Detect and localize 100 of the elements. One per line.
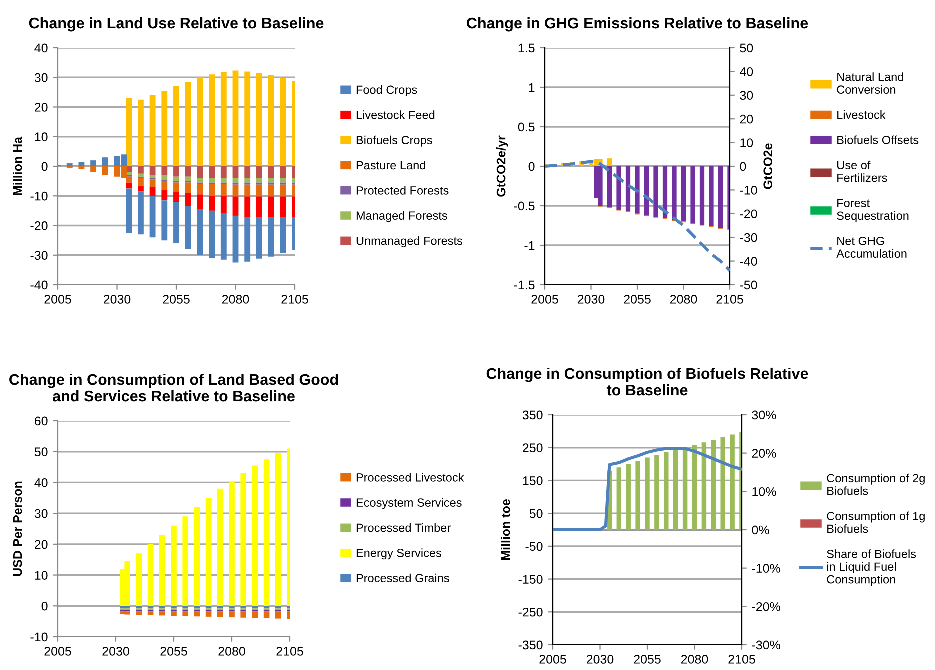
y-tick-label: -350: [518, 640, 543, 650]
y-tick-label: -50: [526, 542, 543, 552]
bar: [256, 184, 262, 197]
legend-label: Unmanaged Forests: [356, 236, 463, 248]
y-axis-title: Million toe: [501, 500, 510, 560]
legend-label: Managed Forests: [356, 211, 448, 222]
y-tick-label: 50: [530, 509, 543, 518]
bar: [138, 192, 144, 235]
bar: [654, 455, 660, 530]
bar: [280, 178, 286, 183]
bar: [160, 606, 166, 609]
bar: [232, 166, 239, 178]
y-tick-label: 30: [34, 73, 48, 82]
bar: [626, 464, 631, 530]
y-tick-label: 0: [42, 162, 48, 172]
bar: [138, 100, 144, 166]
bar: [607, 158, 612, 166]
bar: [138, 186, 144, 192]
bar: [150, 175, 156, 178]
legend-label: Livestock Feed: [356, 110, 435, 120]
y-tick-label: 10: [35, 132, 48, 142]
y-tick-label: -10: [30, 632, 48, 642]
bar: [150, 95, 156, 166]
bar: [171, 606, 177, 609]
bar: [711, 440, 716, 530]
bar: [185, 166, 192, 177]
bar: [197, 209, 204, 256]
bar: [256, 196, 262, 218]
bar: [194, 507, 200, 606]
legend-label: Livestock: [838, 110, 886, 120]
bar: [102, 158, 108, 166]
x-tick-label: 2005: [44, 295, 72, 304]
y2-tick-label: 20: [740, 114, 754, 124]
bar: [206, 612, 212, 617]
legend-label: Consumption of 2g Biofuels: [827, 474, 925, 496]
bar: [240, 473, 246, 606]
x-tick-label: 2055: [160, 647, 188, 656]
legend-label: Biofuels Crops: [356, 136, 432, 147]
bar: [174, 192, 180, 202]
bar: [220, 184, 227, 196]
bar: [607, 166, 612, 208]
bar: [197, 78, 204, 166]
bar: [136, 612, 142, 616]
legend-label: Protected Forests: [356, 186, 449, 195]
y-tick-label: -250: [518, 608, 543, 617]
bar: [174, 86, 180, 166]
bar: [136, 554, 142, 606]
bar: [232, 216, 239, 263]
bar: [148, 606, 154, 609]
y2-tick-label: -30: [740, 233, 758, 242]
x-tick-label: 2105: [276, 647, 304, 656]
bar: [268, 217, 274, 257]
bar: [730, 434, 735, 530]
legend-label: Net GHG Accumulation: [836, 236, 907, 258]
bar: [220, 166, 227, 178]
legend-label: Natural Land Conversion: [837, 72, 904, 94]
bar: [268, 196, 274, 218]
bar: [136, 606, 142, 609]
bar: [220, 72, 227, 166]
bar: [126, 188, 132, 234]
y-tick-label: 350: [522, 410, 543, 420]
bar: [654, 166, 658, 218]
bar: [244, 217, 251, 262]
x-tick-label: 2030: [578, 295, 605, 304]
bar: [232, 70, 239, 166]
bar: [160, 612, 166, 616]
bar: [185, 176, 192, 182]
bar: [256, 73, 262, 166]
chart-title: Change in Consumption of Biofuels Relative to Baseline: [486, 368, 808, 396]
bar: [244, 178, 251, 183]
bar: [720, 437, 726, 530]
bar: [162, 181, 168, 190]
bar: [174, 182, 180, 192]
y-tick-label: -1.5: [514, 280, 535, 290]
y2-tick-label: -40: [740, 257, 758, 266]
bar: [280, 78, 286, 166]
bar: [138, 174, 144, 177]
bar: [148, 544, 154, 606]
y2-tick-label: -20: [740, 210, 758, 219]
x-tick-label: 2105: [282, 295, 308, 304]
bar: [185, 182, 192, 194]
bar: [209, 210, 216, 258]
bar: [229, 481, 235, 606]
bar: [264, 606, 270, 609]
y-tick-label: 20: [35, 540, 48, 550]
x-tick-label: 2080: [218, 647, 246, 656]
bar: [150, 187, 156, 196]
chart-title: Change in Land Use Relative to Baseline: [29, 17, 324, 32]
y2-tick-label: -10%: [752, 564, 780, 573]
legend-label: Ecosystem Services: [356, 498, 462, 510]
chart-title: Change in GHG Emissions Relative to Baseline: [467, 17, 808, 32]
bar: [252, 466, 258, 606]
bar: [672, 166, 677, 220]
bar: [709, 166, 714, 227]
bar: [160, 535, 166, 606]
y-tick-label: 0: [42, 602, 48, 611]
x-tick-label: 2080: [222, 295, 250, 304]
y2-tick-label: 10%: [752, 487, 776, 496]
bar: [174, 176, 180, 182]
y2-tick-label: -50: [740, 280, 758, 290]
